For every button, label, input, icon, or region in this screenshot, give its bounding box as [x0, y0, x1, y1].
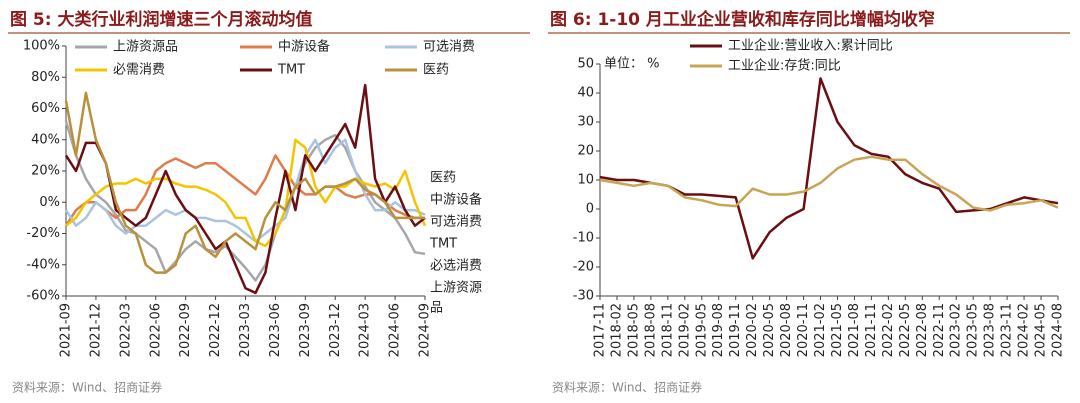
x-tick-label: 2021-02: [813, 303, 828, 357]
y-tick-label: 40%: [31, 132, 60, 147]
x-tick-label: 2024-09: [418, 303, 433, 357]
series-line: [64, 83, 426, 295]
x-tick-label: 2024-02: [1017, 303, 1032, 357]
x-tick-label: 2021-11: [864, 303, 879, 357]
y-tick-label: 20%: [31, 164, 60, 179]
x-tick-label: 2022-09: [178, 303, 193, 357]
legend-label: 中游设备: [278, 39, 330, 55]
end-label: 上游资源: [430, 281, 482, 296]
x-tick-label: 2018-11: [660, 303, 675, 357]
x-tick-label: 2023-06: [268, 303, 283, 357]
unit-label: 单位： %: [604, 57, 660, 72]
legend-label: 工业企业:营业收入:累计同比: [728, 38, 893, 54]
x-tick-label: 2023-08: [983, 303, 998, 357]
end-label: 可选消费: [430, 215, 482, 230]
x-tick-label: 2022-02: [881, 303, 896, 357]
y-tick-label: 0%: [39, 195, 60, 210]
y-tick-label: 20: [577, 144, 594, 159]
y-tick-label: -20%: [26, 226, 60, 241]
series-line: [64, 120, 426, 282]
legend-label: TMT: [277, 63, 305, 78]
x-tick-label: 2020-11: [796, 303, 811, 357]
x-tick-label: 2019-11: [728, 303, 743, 357]
y-tick-label: 80%: [31, 70, 60, 85]
y-tick-label: 40: [577, 86, 594, 101]
source: 资料来源：Wind、招商证券: [12, 380, 162, 395]
x-tick-label: 2022-08: [915, 303, 930, 357]
x-tick-label: 2018-08: [643, 303, 658, 357]
series-line: [64, 154, 425, 227]
x-tick-label: 2022-03: [118, 303, 133, 357]
x-tick-label: 2021-08: [847, 303, 862, 357]
end-label: TMT: [429, 237, 457, 252]
y-tick-label: 50: [577, 57, 594, 72]
x-tick-label: 2021-12: [88, 303, 103, 357]
y-tick-label: 0: [586, 202, 594, 217]
series-line: [65, 138, 427, 248]
x-tick-label: 2019-08: [711, 303, 726, 357]
end-label: 中游设备: [430, 192, 482, 208]
y-tick-label: 30: [577, 115, 594, 130]
x-tick-label: 2023-12: [328, 303, 343, 357]
x-tick-label: 2023-11: [1000, 303, 1015, 357]
x-tick-label: 2023-02: [949, 303, 964, 357]
legend-label: 医药: [423, 63, 449, 78]
x-tick-label: 2022-05: [898, 303, 913, 357]
y-tick-label: -60%: [26, 289, 60, 304]
x-tick-label: 2020-02: [745, 303, 760, 357]
series-line: [599, 77, 1059, 260]
end-label-wrap: 品: [430, 301, 443, 316]
x-tick-label: 2024-08: [1051, 303, 1066, 357]
legend-label: 工业企业:存货:同比: [728, 58, 841, 74]
x-tick-label: 2024-03: [358, 303, 373, 357]
legend-label: 必需消费: [113, 63, 165, 78]
y-tick-label: -30: [573, 289, 594, 304]
series-line: [64, 91, 425, 274]
x-tick-label: 2020-05: [762, 303, 777, 357]
chart-title: 图 6: 1-10 月工业企业营收和库存同比增幅均收窄: [550, 9, 935, 30]
x-tick-label: 2018-02: [609, 303, 624, 357]
y-tick-label: -40%: [26, 257, 60, 272]
x-tick-label: 2023-05: [966, 303, 981, 357]
x-tick-label: 2019-05: [694, 303, 709, 357]
series-line: [64, 138, 426, 243]
legend-label: 可选消费: [423, 40, 475, 55]
x-tick-label: 2021-09: [59, 303, 74, 357]
end-label: 医药: [430, 171, 456, 186]
end-label: 必选消费: [430, 259, 482, 274]
x-tick-label: 2023-09: [298, 303, 313, 357]
y-tick-label: 100%: [23, 39, 60, 54]
legend-label: 上游资源品: [113, 40, 178, 55]
x-tick-label: 2022-06: [148, 303, 163, 357]
series-line: [599, 155, 1059, 212]
x-tick-label: 2019-02: [677, 303, 692, 357]
x-tick-label: 2020-08: [779, 303, 794, 357]
x-tick-label: 2022-11: [932, 303, 947, 357]
x-tick-label: 2022-12: [208, 303, 223, 357]
y-tick-label: 60%: [31, 101, 60, 116]
x-tick-label: 2017-11: [593, 303, 608, 357]
y-tick-label: 10: [577, 173, 594, 188]
x-tick-label: 2024-05: [1034, 303, 1049, 357]
x-tick-label: 2018-05: [626, 303, 641, 357]
x-tick-label: 2023-03: [238, 303, 253, 357]
source: 资料来源：Wind、招商证券: [552, 380, 702, 395]
chart-title: 图 5: 大类行业利润增速三个月滚动均值: [10, 9, 312, 30]
y-tick-label: -10: [573, 231, 594, 246]
y-tick-label: -20: [573, 260, 594, 275]
x-tick-label: 2024-06: [388, 303, 403, 357]
x-tick-label: 2021-05: [830, 303, 845, 357]
